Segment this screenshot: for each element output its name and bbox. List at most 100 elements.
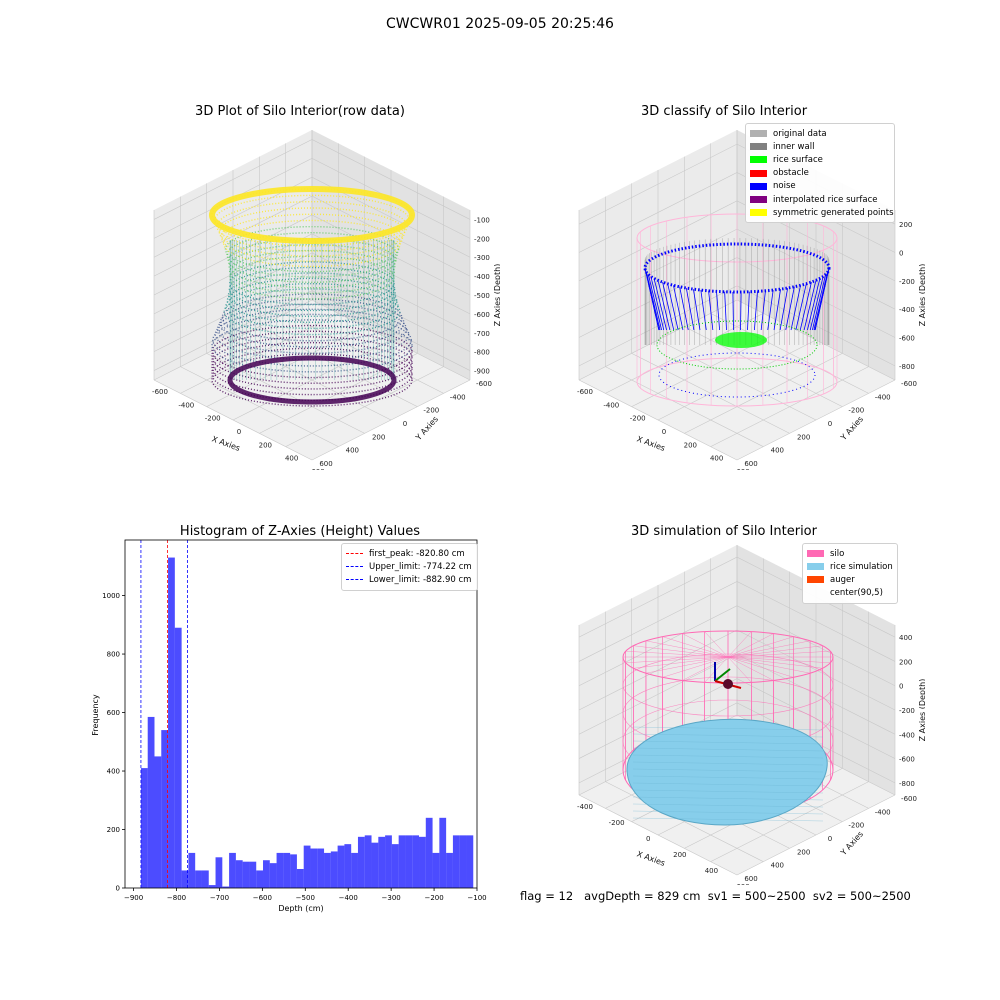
z-tick-label: 0 xyxy=(899,250,903,258)
y-tick-label: -600 xyxy=(901,380,917,388)
grid-line xyxy=(578,556,896,638)
classify-legend: original data inner wall rice surface ob… xyxy=(745,123,895,224)
grid-line xyxy=(311,379,471,461)
classify-plot-title: 3D classify of Silo Interior xyxy=(640,104,808,119)
histogram-bar xyxy=(235,860,243,888)
histogram-legend: first_peak: -820.80 cm Upper_limit: -774… xyxy=(341,543,478,591)
legend-swatch xyxy=(807,550,824,558)
histogram-bar xyxy=(391,844,399,888)
silo-ring xyxy=(221,293,403,342)
simulation-plot-title: 3D simulation of Silo Interior xyxy=(631,524,817,539)
silo-roof-spoke xyxy=(727,656,811,674)
legend-swatch xyxy=(807,576,824,584)
silo-ring xyxy=(223,288,401,336)
silo-ring xyxy=(211,341,413,396)
x-tick-label: 200 xyxy=(259,441,272,449)
noise-line xyxy=(667,283,679,331)
noise-line xyxy=(685,287,695,331)
histogram-bar xyxy=(425,817,433,888)
x-tick-label: -400 xyxy=(577,803,593,811)
noise-line xyxy=(790,285,801,331)
z-axis-label: Z Axies (Depth) xyxy=(493,264,500,327)
silo-roof-spoke xyxy=(633,645,729,658)
classified-point-cloud xyxy=(636,213,838,407)
mesh-line xyxy=(632,782,824,787)
silo-simulation xyxy=(622,630,834,826)
silo-roof-spoke xyxy=(682,656,729,681)
y-tick-label: 200 xyxy=(107,826,120,834)
x-tick-label: -600 xyxy=(152,388,168,396)
noise-line xyxy=(811,274,827,331)
x-tick-label: −800 xyxy=(167,894,186,902)
y-tick-label: -400 xyxy=(875,393,891,401)
x-tick-label: -400 xyxy=(603,401,619,409)
y-tick-label: 400 xyxy=(771,447,784,455)
z-tick-label: -400 xyxy=(474,273,490,281)
histogram-bar xyxy=(364,835,372,888)
raw-plot-title: 3D Plot of Silo Interior(row data) xyxy=(195,104,405,119)
silo-roof-spoke xyxy=(727,650,831,658)
legend-swatch xyxy=(750,143,767,151)
x-axis-label: X Axies xyxy=(636,849,667,868)
y-tick-label: 1000 xyxy=(102,592,120,600)
mesh-line xyxy=(632,726,824,731)
legend-item-original-data: original data xyxy=(750,127,890,140)
legend-item-interpolated-rice-surface: interpolated rice surface xyxy=(750,193,890,206)
x-tick-label: 600 xyxy=(736,468,749,470)
x-tick-label: −400 xyxy=(339,894,358,902)
legend-item-rice-surface: rice surface xyxy=(750,153,890,166)
x-tick-label: −700 xyxy=(210,894,229,902)
grid-line xyxy=(311,299,471,381)
silo-ring xyxy=(225,282,399,330)
y-tick-label: 400 xyxy=(346,447,359,455)
histogram-bar xyxy=(310,848,318,888)
histogram-bar xyxy=(290,854,297,888)
legend-item-obstacle: obstacle xyxy=(750,167,890,180)
auger-marker xyxy=(723,679,733,689)
x-tick-label: -400 xyxy=(178,401,194,409)
x-tick-label: −100 xyxy=(467,894,486,902)
histogram-bar xyxy=(330,851,338,888)
figure-title: CWCWR01 2025-09-05 20:25:46 xyxy=(386,16,614,32)
silo-roof-spoke xyxy=(727,645,823,658)
x-tick-label: −500 xyxy=(296,894,315,902)
silo-ring xyxy=(226,277,398,324)
x-tick-label: -200 xyxy=(609,819,625,827)
x-tick-label: 200 xyxy=(673,851,686,859)
silo-roof-spoke xyxy=(704,631,729,658)
silo-ring xyxy=(217,303,407,354)
silo-roof-spoke xyxy=(727,656,831,664)
histogram-bar xyxy=(168,557,175,888)
histogram-bar xyxy=(188,852,196,888)
histogram-bar xyxy=(432,852,440,888)
legend-label: Upper_limit: -774.22 cm xyxy=(369,561,472,572)
grid-line xyxy=(153,214,471,296)
grid-line xyxy=(153,157,471,239)
silo-ring xyxy=(219,298,405,348)
legend-label: rice surface xyxy=(773,154,823,165)
silo-roof-spoke xyxy=(662,656,729,678)
y-tick-label: 200 xyxy=(372,433,385,441)
z-tick-label: -800 xyxy=(899,363,915,371)
histogram-bar xyxy=(181,870,189,888)
z-tick-label: -800 xyxy=(899,780,915,788)
silo-roof-spoke xyxy=(704,656,729,683)
x-tick-label: 0 xyxy=(646,835,650,843)
histogram-bar xyxy=(174,627,182,888)
y-tick-label: -200 xyxy=(423,407,439,415)
rice-surface-center xyxy=(715,332,767,348)
noise-line xyxy=(647,274,663,331)
grid-line xyxy=(578,172,896,253)
z-tick-label: -100 xyxy=(474,216,490,224)
z-axis-label: Z Axies (Depth) xyxy=(918,264,925,327)
x-axis-label: X Axies xyxy=(211,434,242,453)
silo-roof-spoke xyxy=(682,633,729,658)
grid-line xyxy=(153,233,471,315)
histogram-bar xyxy=(446,852,453,888)
histogram-bar xyxy=(283,852,291,888)
grid-line xyxy=(285,313,444,394)
histogram-bar xyxy=(222,886,230,888)
histogram-bar xyxy=(385,835,392,888)
grid-line xyxy=(153,139,471,220)
silo-ring xyxy=(227,272,397,318)
